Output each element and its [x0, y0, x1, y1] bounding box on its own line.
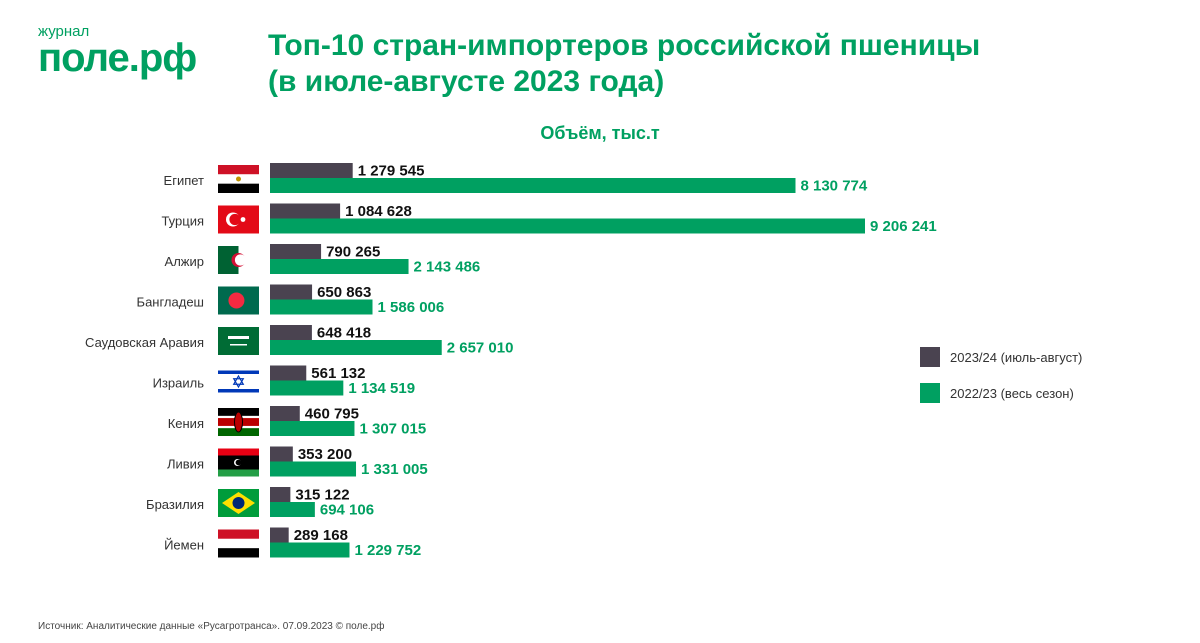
bar-2023-24	[270, 244, 322, 259]
brazil-flag-icon	[218, 489, 259, 517]
algeria-flag-icon	[218, 246, 259, 274]
data-label: 2 143 486	[414, 259, 481, 276]
kenya-flag-icon	[218, 408, 259, 436]
bar-2023-24	[270, 163, 353, 178]
bar-2023-24	[270, 365, 307, 381]
yemen-flag-icon	[218, 529, 259, 558]
egypt-flag-icon	[218, 165, 259, 193]
source-note: Источник: Аналитические данные «Русагрот…	[38, 621, 385, 632]
chart-subtitle: Объём, тыс.т	[540, 123, 660, 143]
category-label: Бразилия	[146, 497, 204, 512]
data-label: 8 130 774	[800, 178, 867, 195]
category-label: Израиль	[153, 376, 205, 391]
bar-2022-23	[270, 259, 409, 274]
logo-small-text: журнал	[38, 23, 90, 40]
bar-2022-23	[270, 421, 355, 436]
title-line-2: (в июле-августе 2023 года)	[268, 65, 665, 98]
bar-2022-23	[270, 461, 357, 477]
data-label: 1 586 006	[378, 299, 445, 316]
legend-swatch-dark	[920, 347, 940, 367]
data-label: 9 206 241	[870, 218, 937, 235]
bar-2023-24	[270, 487, 291, 502]
data-label: 460 795	[305, 406, 359, 423]
saudi-arabia-flag-icon	[218, 327, 259, 355]
data-label: 1 331 005	[361, 461, 428, 478]
title-line-1: Топ-10 стран-импортеров российской пшени…	[268, 29, 981, 62]
bar-2023-24	[270, 527, 289, 543]
legend-label-2023-24: 2023/24 (июль-август)	[950, 349, 1083, 365]
legend-item-2022-23: 2022/23 (весь сезон)	[920, 382, 1082, 404]
bar-2023-24	[270, 406, 300, 421]
category-label: Саудовская Аравия	[85, 335, 204, 350]
legend: 2023/24 (июль-август) 2022/23 (весь сезо…	[920, 346, 1082, 418]
data-label: 353 200	[298, 446, 352, 463]
legend-label-2022-23: 2022/23 (весь сезон)	[950, 385, 1074, 401]
bar-2022-23	[270, 340, 442, 355]
bar-2023-24	[270, 203, 341, 219]
bar-chart: Египет 1 279 545 8 130 774 Турция 1 084 628 9…	[85, 163, 937, 560]
bar-2022-23	[270, 502, 315, 517]
data-label: 289 168	[294, 527, 348, 544]
data-label: 315 122	[295, 487, 349, 504]
data-label: 1 229 752	[354, 542, 421, 559]
libya-flag-icon	[218, 448, 259, 477]
data-label: 561 132	[311, 365, 365, 382]
category-label: Ливия	[167, 457, 204, 472]
bar-2022-23	[270, 178, 796, 193]
bangladesh-flag-icon	[218, 286, 259, 315]
category-label: Алжир	[165, 254, 204, 269]
data-label: 790 265	[326, 244, 380, 261]
data-label: 1 307 015	[359, 421, 426, 438]
bar-2023-24	[270, 284, 313, 300]
data-label: 1 084 628	[345, 203, 412, 220]
category-label: Кения	[168, 416, 204, 431]
turkey-flag-icon	[218, 205, 259, 234]
data-label: 650 863	[317, 284, 371, 301]
category-label: Йемен	[164, 538, 204, 553]
category-label: Египет	[164, 173, 205, 188]
legend-item-2023-24: 2023/24 (июль-август)	[920, 346, 1082, 368]
bar-2022-23	[270, 542, 350, 558]
page-title: Топ-10 стран-импортеров российской пшени…	[268, 28, 1068, 100]
data-label: 694 106	[320, 502, 374, 519]
bar-2022-23	[270, 299, 373, 315]
data-label: 1 134 519	[348, 380, 415, 397]
israel-flag-icon	[218, 367, 259, 396]
category-label: Турция	[161, 214, 204, 229]
bar-2023-24	[270, 446, 293, 462]
logo: журнал поле.рф	[38, 23, 197, 80]
data-label: 2 657 010	[447, 340, 514, 357]
bar-2022-23	[270, 218, 865, 234]
data-label: 1 279 545	[358, 163, 425, 180]
category-label: Бангладеш	[137, 295, 204, 310]
legend-swatch-green	[920, 383, 940, 403]
logo-text: поле.рф	[38, 36, 197, 80]
bar-2023-24	[270, 325, 312, 340]
bar-2022-23	[270, 380, 344, 396]
data-label: 648 418	[317, 325, 371, 342]
